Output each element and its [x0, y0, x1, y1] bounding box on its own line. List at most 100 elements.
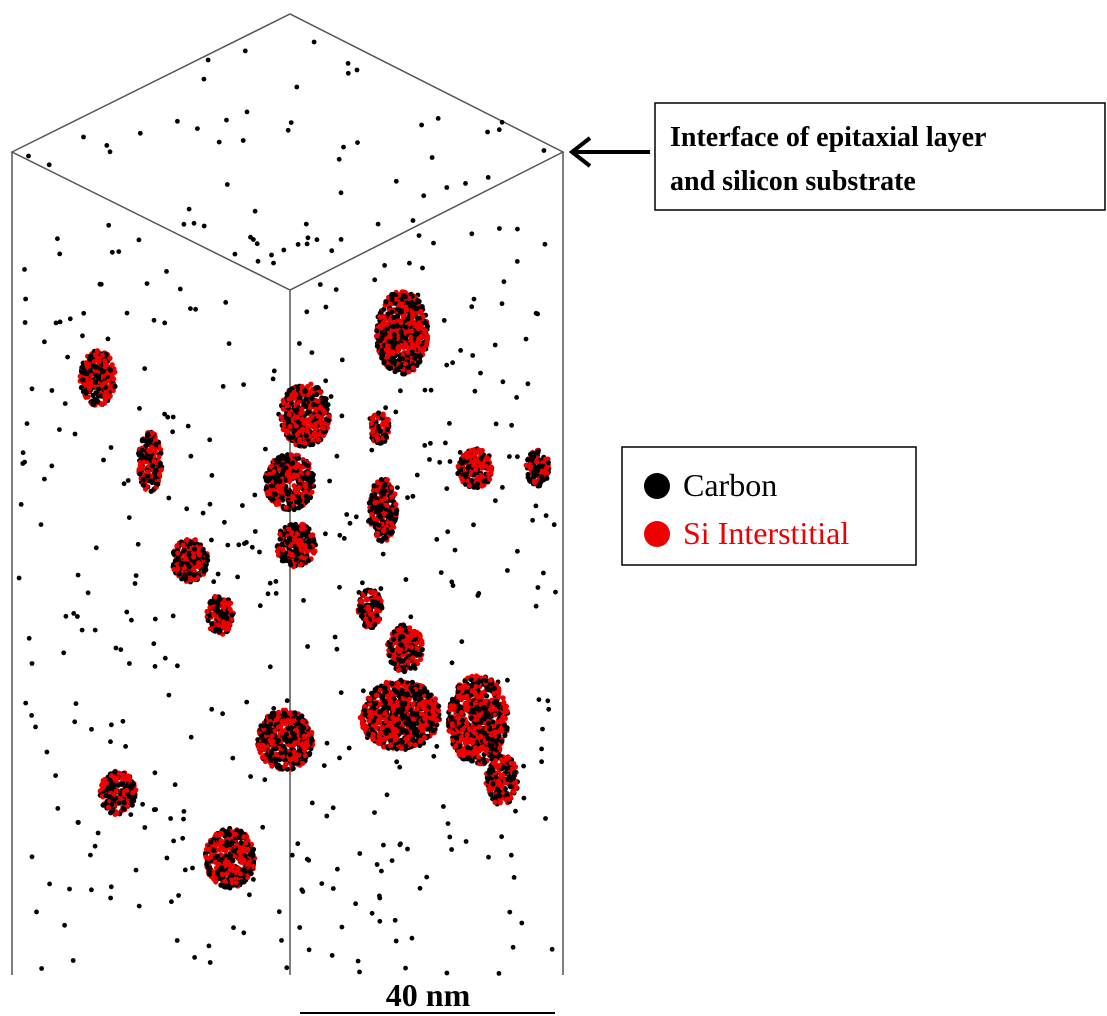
atom — [206, 58, 211, 63]
atom — [89, 727, 94, 732]
atom — [171, 550, 176, 555]
atom — [479, 465, 484, 470]
atom-cloud — [17, 40, 558, 976]
atom — [79, 385, 84, 390]
atom — [260, 755, 265, 760]
atom — [23, 320, 28, 325]
atom — [385, 326, 390, 331]
atom — [151, 459, 156, 464]
atom — [303, 389, 308, 394]
atom — [270, 763, 275, 768]
atom — [137, 406, 142, 411]
atom — [80, 333, 85, 338]
atom — [21, 450, 26, 455]
atom — [294, 557, 299, 562]
top-face — [12, 14, 563, 290]
atom — [378, 338, 383, 343]
atom — [124, 610, 129, 615]
atom — [382, 511, 387, 516]
atom — [372, 500, 377, 505]
atom — [303, 753, 308, 758]
atom — [207, 944, 212, 949]
atom — [485, 130, 490, 135]
atom — [346, 71, 351, 76]
atom — [285, 457, 290, 462]
atom — [515, 549, 520, 554]
atom — [319, 881, 324, 886]
atom — [389, 494, 394, 499]
atom — [151, 641, 156, 646]
atom — [201, 547, 206, 552]
atom — [247, 892, 252, 897]
atom — [391, 344, 396, 349]
atom — [133, 581, 138, 586]
atom — [385, 427, 390, 432]
atom — [363, 597, 368, 602]
atom — [202, 77, 207, 82]
atom — [337, 157, 342, 162]
atom — [388, 334, 393, 339]
atom — [311, 402, 316, 407]
atom — [536, 585, 541, 590]
atom — [331, 805, 336, 810]
atom — [42, 477, 47, 482]
atom — [220, 711, 225, 716]
atom — [405, 847, 410, 852]
atom — [539, 474, 544, 479]
atom — [404, 577, 409, 582]
atom — [306, 558, 311, 563]
atom — [537, 697, 542, 702]
atom — [356, 959, 361, 964]
atom — [287, 435, 292, 440]
atom — [268, 722, 273, 727]
atom — [539, 759, 544, 764]
atom — [412, 356, 417, 361]
atom — [108, 896, 113, 901]
atom — [513, 809, 518, 814]
atom — [389, 485, 394, 490]
atom — [209, 538, 214, 543]
atom — [22, 267, 27, 272]
atom — [252, 493, 257, 498]
atom — [158, 461, 163, 466]
atom — [486, 855, 491, 860]
atom — [49, 464, 54, 469]
atom — [189, 454, 194, 459]
atom — [184, 506, 189, 511]
atom — [347, 746, 352, 751]
atom — [340, 358, 345, 363]
atom — [171, 415, 176, 420]
atom — [385, 792, 390, 797]
atom — [378, 323, 383, 328]
atom — [451, 583, 456, 588]
atom — [389, 339, 394, 344]
atom — [427, 457, 432, 462]
atom — [372, 277, 377, 282]
atom — [261, 737, 266, 742]
atom — [500, 120, 505, 125]
atom — [527, 478, 532, 483]
atom — [372, 483, 377, 488]
atom — [220, 624, 225, 629]
atom — [89, 887, 94, 892]
atom — [88, 353, 93, 358]
atom — [207, 437, 212, 442]
atom — [415, 473, 420, 478]
atom — [236, 542, 241, 547]
atom — [217, 140, 222, 145]
atom — [243, 49, 248, 54]
atom — [424, 340, 429, 345]
atom — [467, 483, 472, 488]
atom — [253, 209, 258, 214]
atom — [55, 236, 60, 241]
atom — [449, 847, 454, 852]
atom — [423, 388, 428, 393]
atom — [393, 502, 398, 507]
atom — [530, 518, 535, 523]
atom — [420, 304, 425, 309]
atom — [544, 513, 549, 518]
atom — [314, 392, 319, 397]
atom — [515, 227, 520, 232]
atom — [215, 627, 220, 632]
atom — [286, 419, 291, 424]
